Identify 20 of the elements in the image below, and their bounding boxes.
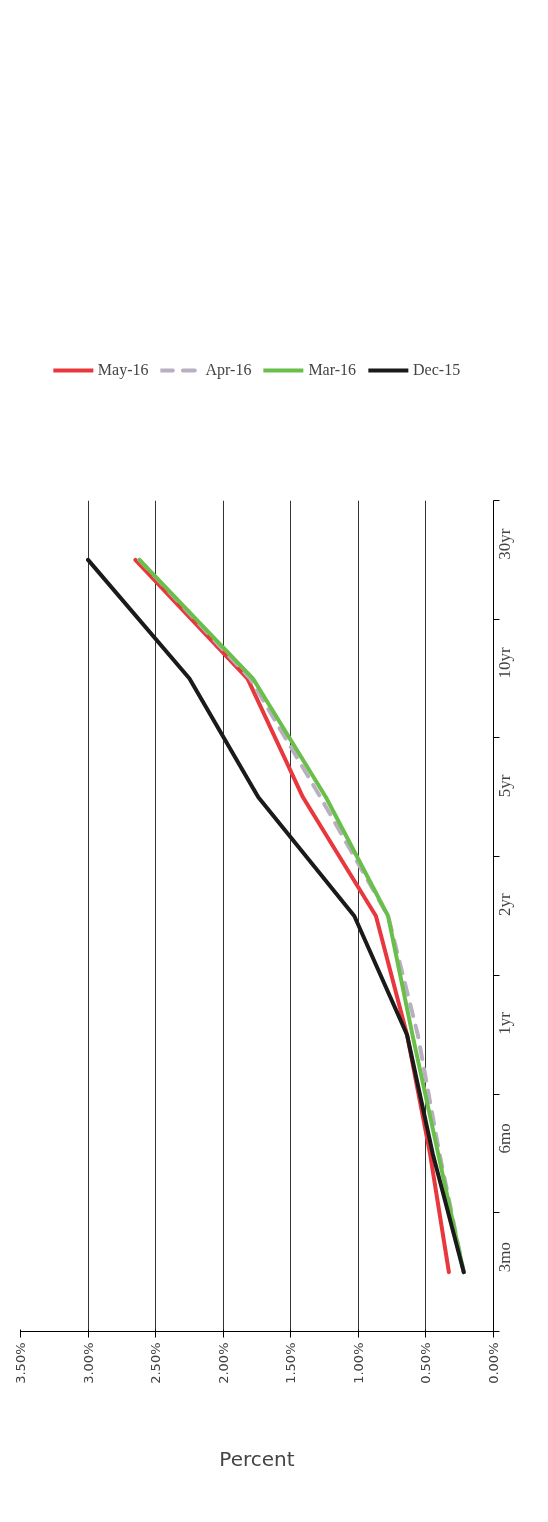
x-tick-label: 1.50%	[283, 1342, 299, 1384]
legend-label: Dec-15	[413, 361, 461, 379]
x-tick-label: 3.50%	[13, 1342, 28, 1384]
legend-label: Mar-16	[308, 361, 357, 379]
x-tick-label: 1.00%	[350, 1342, 366, 1384]
x-tick-label: 2.00%	[215, 1342, 231, 1384]
legend-label: May-16	[97, 361, 149, 379]
x-tick-label: 2.50%	[148, 1342, 164, 1384]
x-axis-title: Percent	[219, 1446, 295, 1471]
x-tick-label: 3.00%	[80, 1342, 96, 1384]
y-tick-label: 5yr	[495, 774, 514, 798]
legend-label: Apr-16	[205, 361, 252, 379]
y-tick-label: 3mo	[495, 1241, 514, 1273]
y-tick-label: 1yr	[495, 1011, 514, 1035]
x-tick-label: 0.50%	[418, 1342, 434, 1384]
x-tick-label: 0.00%	[486, 1342, 501, 1384]
y-tick-label: 10yr	[495, 647, 514, 679]
y-tick-label: 30yr	[495, 528, 514, 560]
y-tick-label: 6mo	[495, 1123, 514, 1154]
y-tick-label: 2yr	[495, 893, 514, 916]
